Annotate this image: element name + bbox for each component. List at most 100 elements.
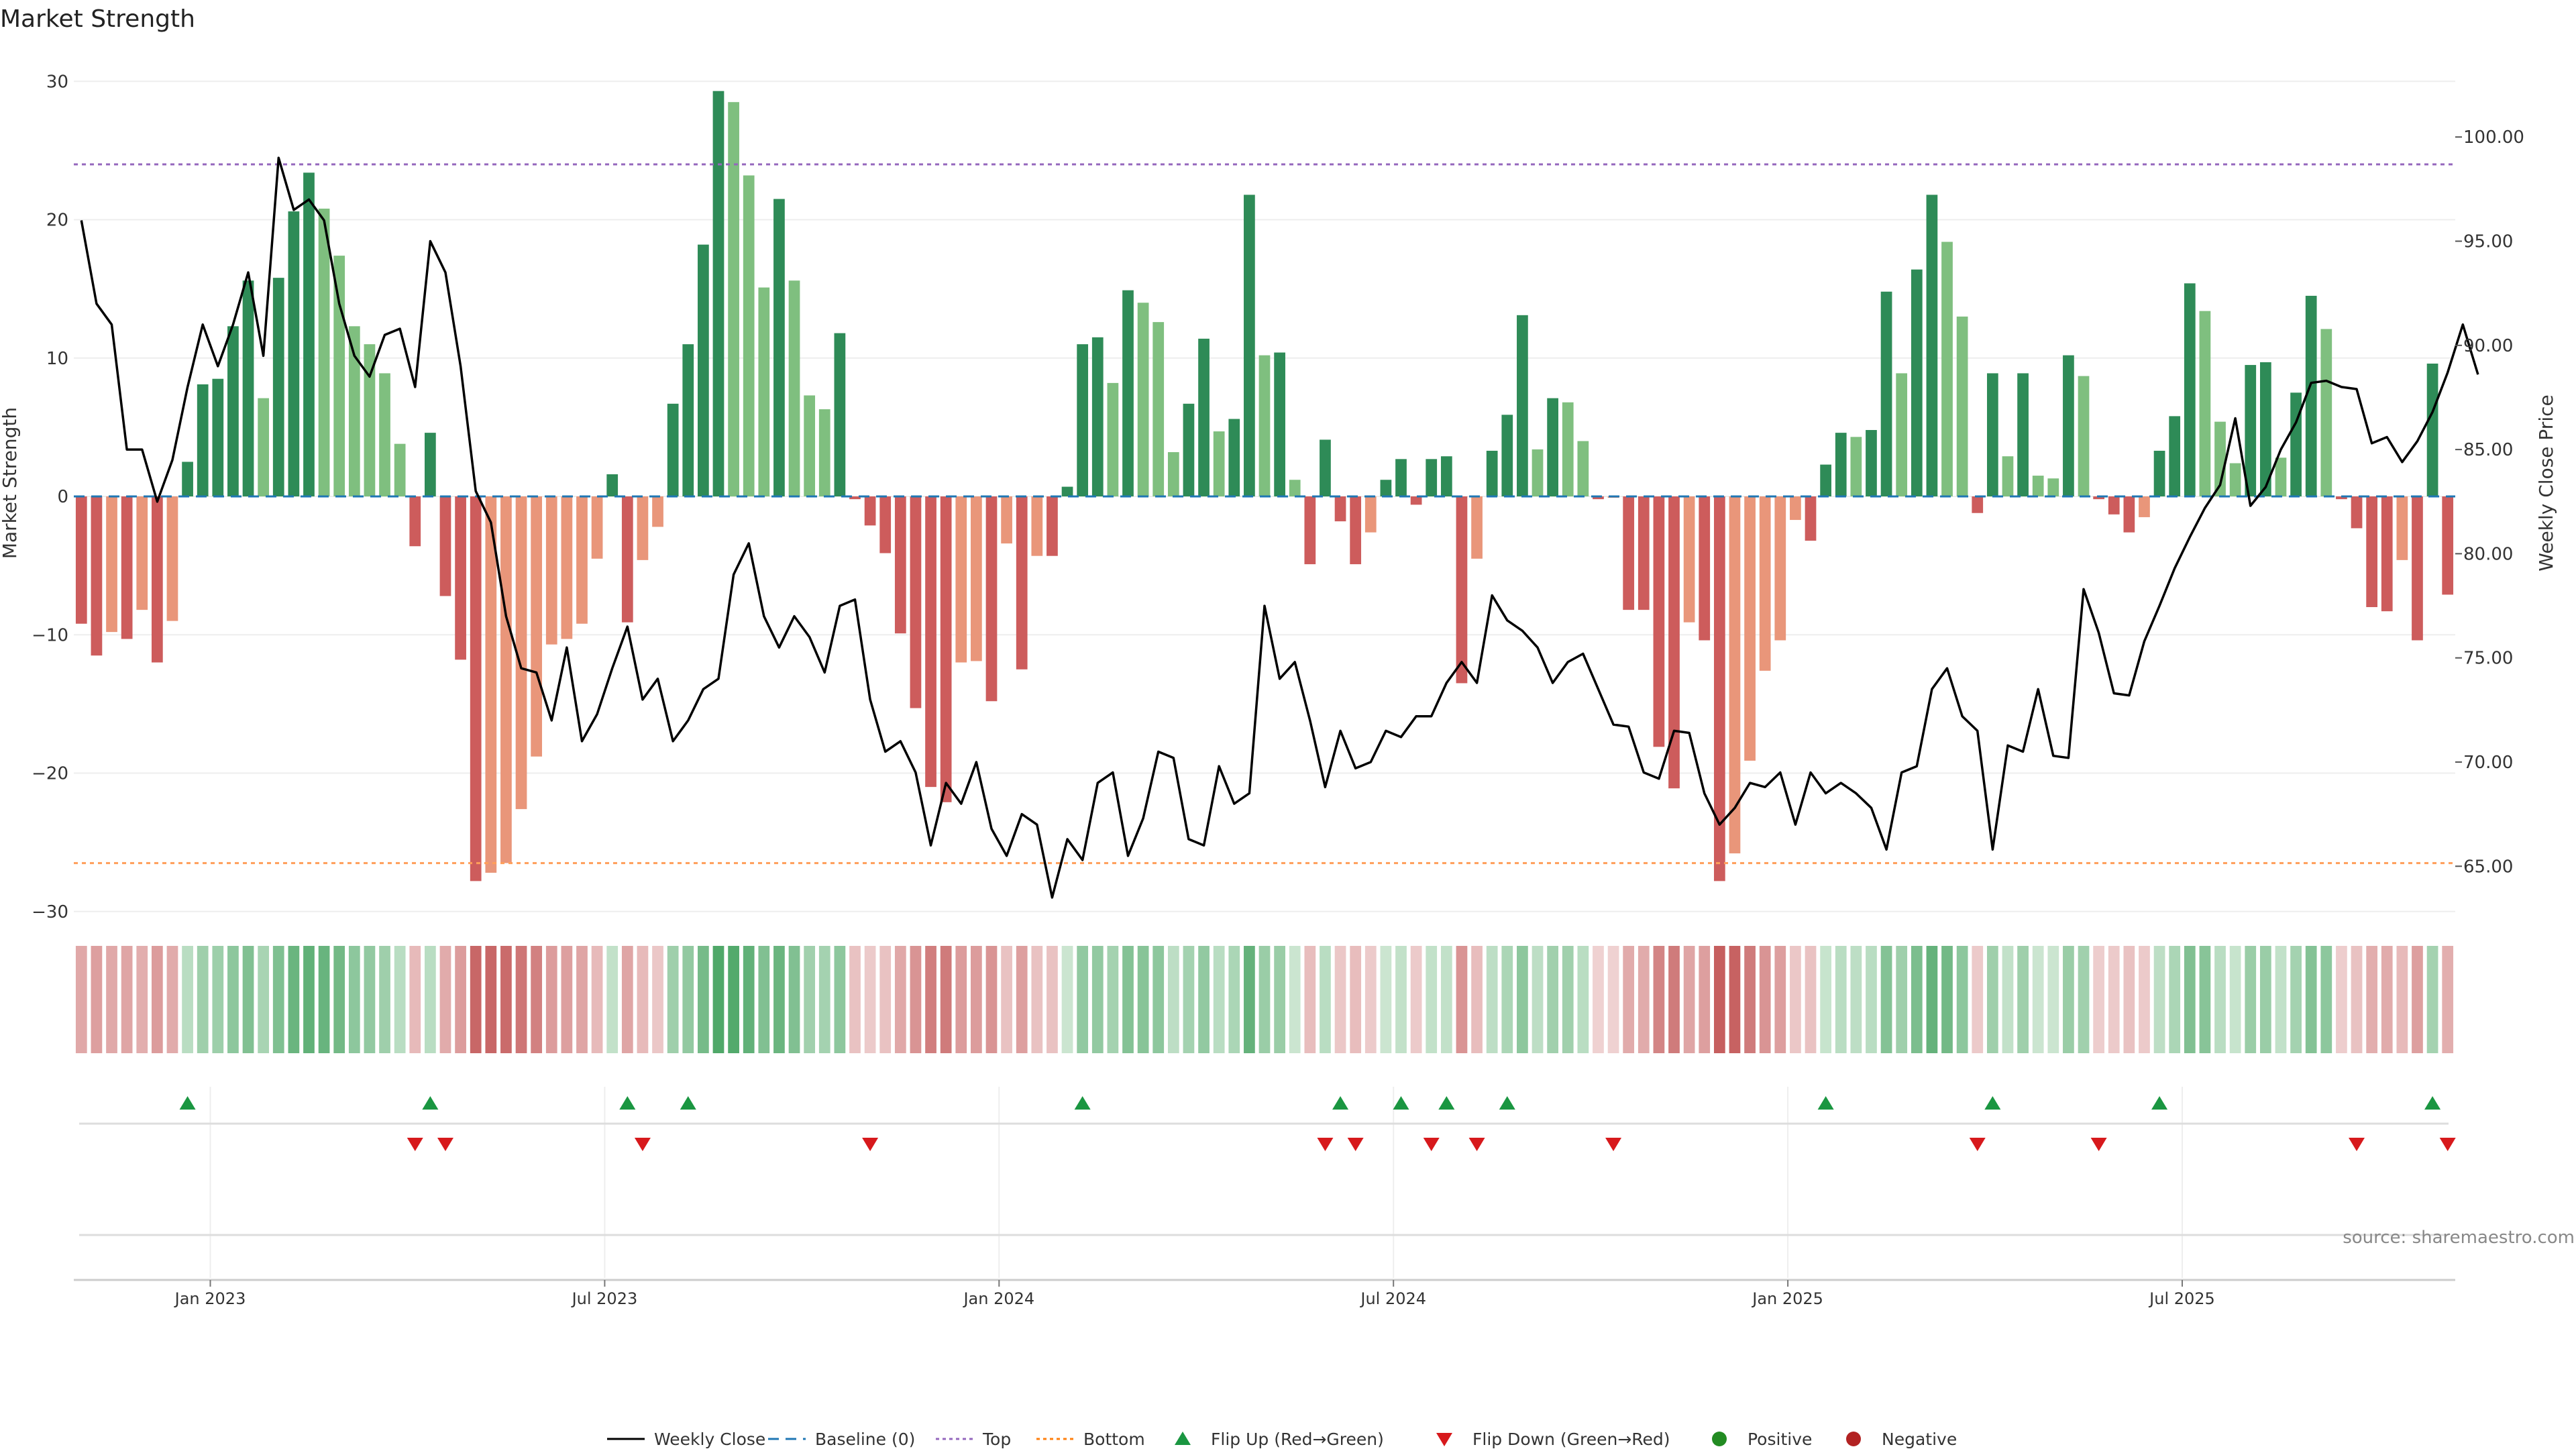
strength-bar bbox=[1320, 439, 1331, 496]
strength-bar bbox=[1699, 496, 1711, 641]
x-axis-ticks: Jan 2023 Jul 2023 Jan 2024 Jul 2024 Jan 2025… bbox=[174, 1280, 2215, 1308]
intensity-cell bbox=[470, 946, 482, 1053]
intensity-cell bbox=[1016, 946, 1028, 1053]
strength-bar bbox=[2153, 450, 2165, 496]
strength-bar bbox=[2169, 416, 2181, 496]
flip-up-marker bbox=[1499, 1096, 1515, 1110]
flip-up-marker bbox=[1817, 1096, 1834, 1110]
strength-bar bbox=[971, 496, 982, 661]
strength-bar bbox=[485, 496, 497, 873]
strength-bar bbox=[1364, 496, 1377, 533]
intensity-cell bbox=[136, 946, 148, 1053]
right-axis-ticks: 100.00 95.00 90.00 85.00 80.00 75.00 70.00 65.0… bbox=[2455, 127, 2524, 877]
intensity-cell bbox=[1228, 946, 1240, 1053]
strength-bar bbox=[955, 496, 967, 663]
strength-bar bbox=[1471, 496, 1483, 559]
flip-up-marker bbox=[1438, 1096, 1455, 1110]
intensity-cell bbox=[515, 946, 527, 1053]
intensity-cell bbox=[652, 946, 663, 1053]
intensity-cell bbox=[1031, 946, 1043, 1053]
strength-bar bbox=[1122, 290, 1134, 496]
strength-bar bbox=[1077, 344, 1089, 496]
intensity-cell bbox=[1107, 946, 1119, 1053]
intensity-cell bbox=[2336, 946, 2347, 1053]
intensity-cell bbox=[1061, 946, 1073, 1053]
strength-bar bbox=[2229, 463, 2241, 496]
intensity-cell bbox=[166, 946, 178, 1053]
intensity-cell bbox=[1866, 946, 1877, 1053]
strength-bar bbox=[606, 474, 619, 496]
strength-bar bbox=[425, 433, 436, 496]
intensity-cell bbox=[1334, 946, 1346, 1053]
strength-bar bbox=[2336, 496, 2347, 500]
strength-bar bbox=[1198, 338, 1210, 496]
triangle-down-icon bbox=[1436, 1433, 1452, 1446]
legend-item: Negative bbox=[1846, 1430, 1957, 1449]
strength-bar bbox=[1926, 195, 1938, 496]
strength-bar bbox=[1653, 496, 1665, 747]
strength-bar bbox=[2305, 295, 2317, 496]
intensity-cell bbox=[1562, 946, 1574, 1053]
intensity-cell bbox=[1152, 946, 1165, 1053]
intensity-cell bbox=[971, 946, 982, 1053]
strength-bar bbox=[2259, 362, 2271, 496]
intensity-cell bbox=[2032, 946, 2044, 1053]
intensity-cell bbox=[364, 946, 376, 1053]
intensity-cell bbox=[894, 946, 906, 1053]
intensity-cell bbox=[1759, 946, 1771, 1053]
strength-bar bbox=[2412, 496, 2423, 641]
strength-bar bbox=[166, 496, 178, 621]
strength-bar bbox=[1713, 496, 1725, 881]
flip-up-marker bbox=[422, 1096, 439, 1110]
intensity-cell bbox=[576, 946, 588, 1053]
strength-bar bbox=[1395, 459, 1407, 496]
xtick-label: Jan 2023 bbox=[174, 1289, 246, 1308]
intensity-cell bbox=[1258, 946, 1271, 1053]
xtick-label: Jan 2024 bbox=[962, 1289, 1034, 1308]
intensity-cell bbox=[728, 946, 739, 1053]
intensity-cell bbox=[1244, 946, 1255, 1053]
intensity-cell bbox=[1790, 946, 1801, 1053]
strength-bar bbox=[318, 209, 330, 496]
intensity-strip bbox=[75, 946, 2454, 1053]
intensity-cell bbox=[925, 946, 936, 1053]
strength-bar bbox=[2245, 365, 2257, 496]
strength-bar bbox=[1350, 496, 1362, 565]
intensity-cell bbox=[242, 946, 254, 1053]
strength-bar bbox=[75, 496, 87, 624]
legend-item: Baseline (0) bbox=[768, 1430, 915, 1449]
strength-bar bbox=[2063, 355, 2074, 496]
strength-bar bbox=[1456, 496, 1468, 684]
strength-bar bbox=[2275, 458, 2287, 496]
y2tick-label: 100.00 bbox=[2463, 127, 2524, 148]
strength-bar bbox=[1380, 480, 1392, 496]
strength-bar bbox=[212, 378, 224, 496]
strength-bar bbox=[303, 172, 315, 496]
intensity-cell bbox=[1350, 946, 1362, 1053]
intensity-cell bbox=[1380, 946, 1392, 1053]
strength-bar bbox=[121, 496, 133, 639]
y2tick-label: 80.00 bbox=[2463, 544, 2513, 564]
intensity-cell bbox=[1850, 946, 1862, 1053]
strength-bar bbox=[1532, 449, 1544, 496]
intensity-cell bbox=[2442, 946, 2454, 1053]
strength-bar bbox=[1274, 352, 1285, 496]
intensity-cell bbox=[591, 946, 603, 1053]
intensity-cell bbox=[1896, 946, 1908, 1053]
strength-bar bbox=[1835, 433, 1847, 496]
strength-bar bbox=[788, 280, 800, 496]
intensity-cell bbox=[682, 946, 694, 1053]
intensity-cell bbox=[151, 946, 163, 1053]
strength-bar bbox=[1289, 480, 1301, 496]
strength-bar bbox=[925, 496, 936, 788]
strength-bar bbox=[470, 496, 482, 881]
intensity-cell bbox=[1046, 946, 1058, 1053]
strength-bar bbox=[227, 326, 239, 496]
strength-bar bbox=[1668, 496, 1680, 789]
legend-item: Positive bbox=[1712, 1430, 1812, 1449]
strength-bar bbox=[1638, 496, 1650, 610]
strength-bar bbox=[1183, 403, 1195, 496]
intensity-cell bbox=[1607, 946, 1619, 1053]
strength-bar bbox=[637, 496, 649, 560]
intensity-cell bbox=[818, 946, 830, 1053]
